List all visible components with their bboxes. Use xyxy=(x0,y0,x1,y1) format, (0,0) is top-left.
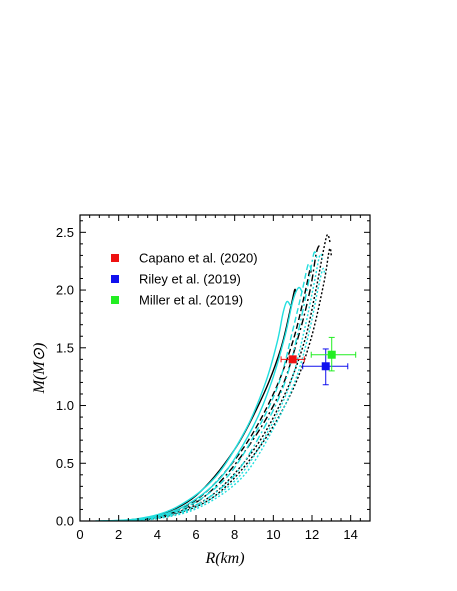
data-point-marker xyxy=(327,350,336,359)
x-tick-label: 2 xyxy=(115,527,122,542)
y-tick-labels: 0.0 0.5 1.0 1.5 2.0 2.5 xyxy=(56,225,74,529)
x-tick-label: 12 xyxy=(305,527,319,542)
x-tick-label: 14 xyxy=(343,527,357,542)
y-tick-label: 0.0 xyxy=(56,514,74,529)
eos-curve-3 xyxy=(124,245,321,521)
eos-curve-11 xyxy=(114,267,326,521)
eos-curves xyxy=(95,233,333,521)
x-tick-label: 8 xyxy=(231,527,238,542)
y-tick-label: 1.5 xyxy=(56,340,74,355)
x-tick-label: 10 xyxy=(266,527,280,542)
legend-swatch xyxy=(111,275,119,283)
legend-item-2: Riley et al. (2019) xyxy=(111,272,241,287)
data-point-3 xyxy=(310,336,357,372)
eos-curve-4 xyxy=(126,233,332,521)
y-tick-label: 2.0 xyxy=(56,283,74,298)
legend-item-3: Miller et al. (2019) xyxy=(111,293,243,308)
y-tick-label: 2.5 xyxy=(56,225,74,240)
legend-label: Capano et al. (2020) xyxy=(139,251,258,266)
eos-curve-10 xyxy=(110,253,324,521)
legend-item-1: Capano et al. (2020) xyxy=(111,251,258,266)
legend-swatch xyxy=(111,254,119,262)
x-tick-label: 0 xyxy=(76,527,83,542)
eos-curve-8 xyxy=(103,263,312,521)
y-axis-label: M(M⊙) xyxy=(31,343,48,395)
x-tick-label: 6 xyxy=(192,527,199,542)
data-point-1 xyxy=(280,355,305,364)
eos-curve-7 xyxy=(99,286,303,521)
observational-points xyxy=(280,336,357,386)
y-tick-label: 1.0 xyxy=(56,398,74,413)
x-tick-label: 4 xyxy=(154,527,161,542)
data-point-marker xyxy=(288,355,297,364)
data-point-marker xyxy=(321,362,330,371)
legend-label: Miller et al. (2019) xyxy=(139,293,243,308)
legend: Capano et al. (2020) Riley et al. (2019) M… xyxy=(111,251,258,308)
legend-swatch xyxy=(111,296,119,304)
eos-curve-9 xyxy=(107,251,318,521)
x-axis-label: R(km) xyxy=(204,550,244,567)
eos-curve-2 xyxy=(122,267,312,521)
legend-label: Riley et al. (2019) xyxy=(139,272,241,287)
eos-curve-6 xyxy=(95,300,292,521)
plot-frame xyxy=(79,214,371,522)
y-tick-label: 0.5 xyxy=(56,456,74,471)
x-tick-labels: 0 2 4 6 8 10 12 14 xyxy=(76,527,358,542)
